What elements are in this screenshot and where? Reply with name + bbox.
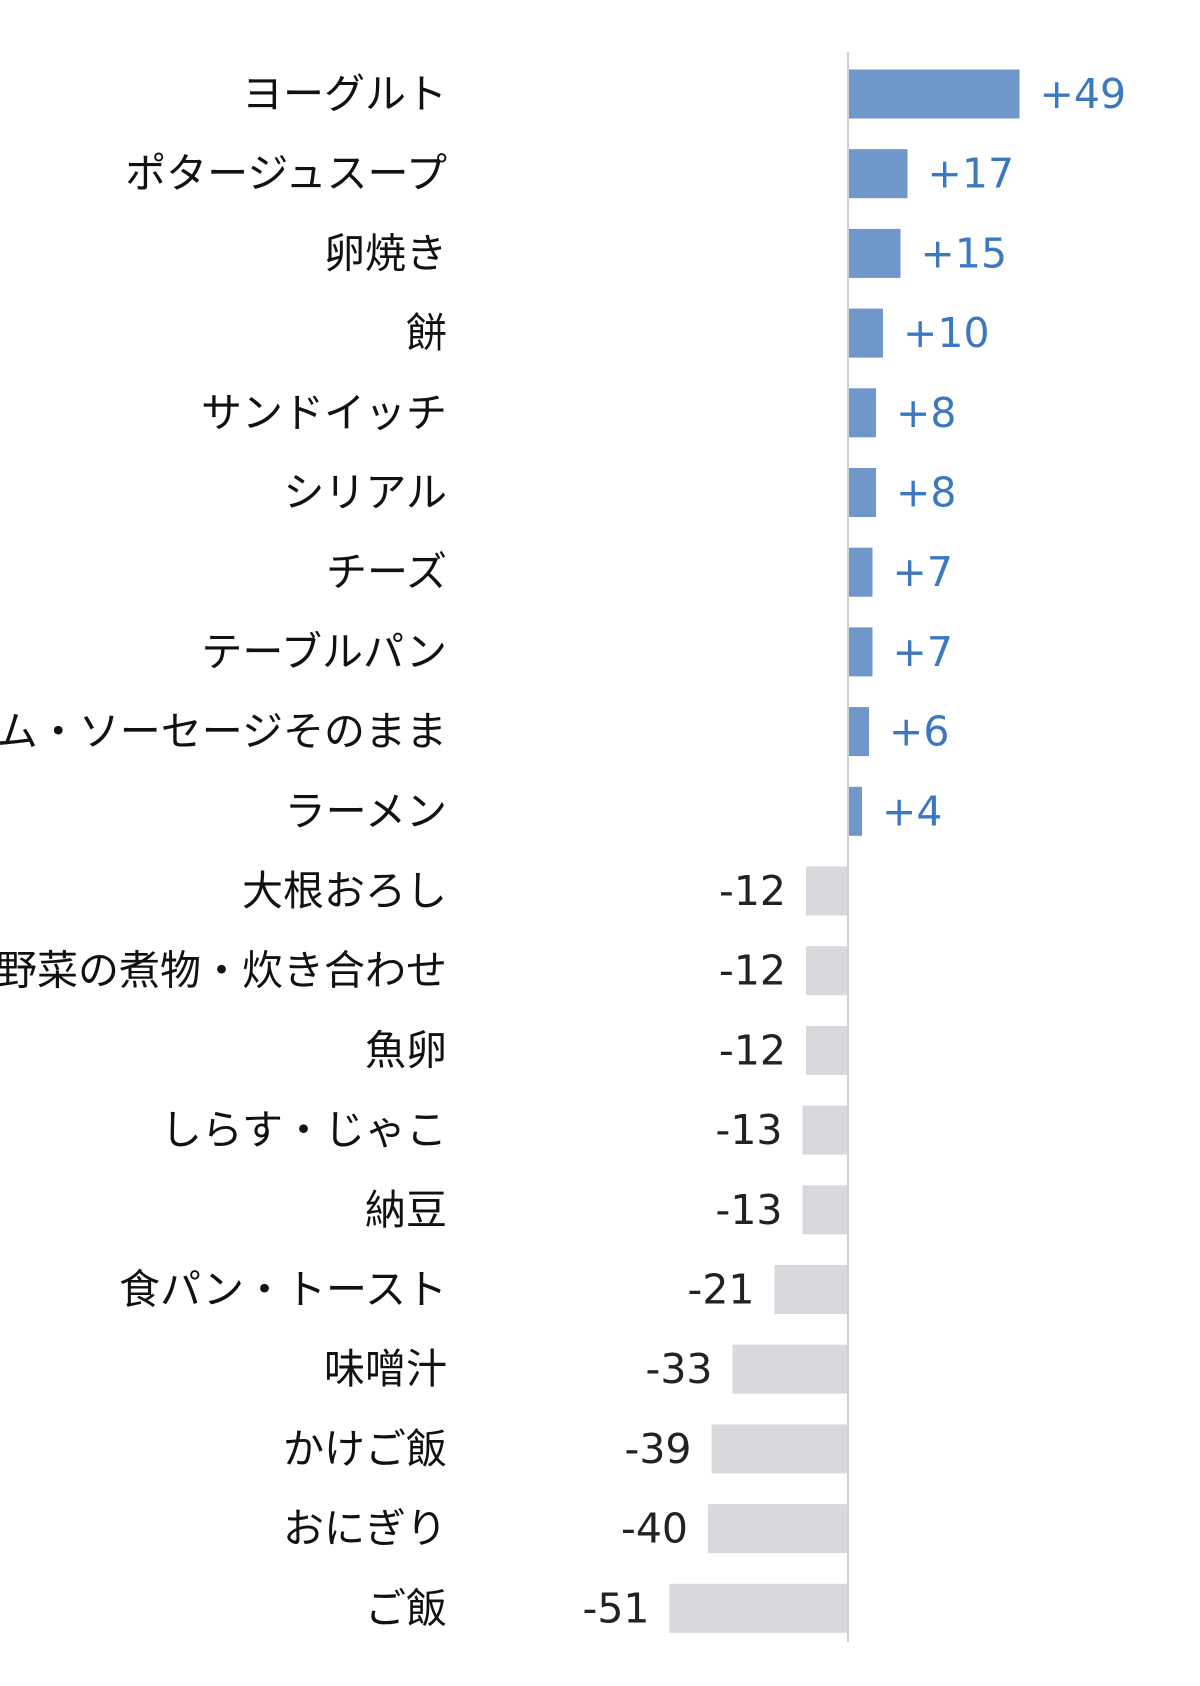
value-label-18: -40 bbox=[621, 1505, 688, 1553]
value-label-19: -51 bbox=[583, 1584, 650, 1632]
value-label-9: +4 bbox=[882, 787, 942, 835]
value-label-16: -33 bbox=[646, 1345, 713, 1393]
bar-13 bbox=[802, 1105, 848, 1155]
value-label-1: +17 bbox=[928, 150, 1015, 198]
bar-6 bbox=[848, 547, 873, 597]
value-label-0: +49 bbox=[1040, 70, 1127, 118]
category-label-10: 大根おろし bbox=[242, 867, 447, 915]
category-label-0: ヨーグルト bbox=[242, 70, 447, 118]
category-label-16: 味噌汁 bbox=[324, 1345, 447, 1393]
bar-5 bbox=[848, 468, 876, 517]
category-label-7: テーブルパン bbox=[201, 628, 447, 676]
value-label-3: +10 bbox=[903, 309, 990, 357]
bar-16 bbox=[732, 1344, 848, 1394]
category-label-6: チーズ bbox=[326, 548, 447, 596]
category-labels-layer: ヨーグルトポタージュスープ卵焼き餅サンドイッチシリアルチーズテーブルパンハム・ソ… bbox=[0, 70, 447, 1632]
bar-2 bbox=[848, 228, 901, 278]
value-label-14: -13 bbox=[716, 1186, 783, 1234]
bar-14 bbox=[802, 1185, 848, 1235]
bar-18 bbox=[708, 1504, 848, 1554]
bar-17 bbox=[711, 1424, 848, 1474]
category-label-2: 卵焼き bbox=[324, 229, 447, 277]
category-label-5: シリアル bbox=[283, 469, 447, 517]
bar-11 bbox=[806, 946, 848, 996]
value-label-8: +6 bbox=[889, 708, 949, 756]
category-label-17: かけご飯 bbox=[283, 1425, 447, 1473]
category-label-18: おにぎり bbox=[283, 1505, 447, 1553]
category-label-14: 納豆 bbox=[365, 1186, 447, 1234]
value-label-2: +15 bbox=[921, 229, 1008, 277]
bars-layer bbox=[669, 69, 1020, 1633]
value-label-17: -39 bbox=[625, 1425, 692, 1473]
category-label-1: ポタージュスープ bbox=[125, 150, 447, 198]
bar-12 bbox=[806, 1025, 848, 1075]
bar-10 bbox=[806, 866, 848, 916]
bar-15 bbox=[774, 1265, 848, 1314]
value-label-15: -21 bbox=[688, 1266, 755, 1314]
bar-9 bbox=[848, 786, 862, 836]
bar-8 bbox=[848, 707, 869, 757]
category-label-13: しらす・じゃこ bbox=[161, 1106, 447, 1154]
bar-0 bbox=[848, 69, 1020, 119]
bar-1 bbox=[848, 149, 908, 199]
value-label-4: +8 bbox=[896, 389, 956, 437]
bar-3 bbox=[848, 308, 883, 358]
category-label-12: 魚卵 bbox=[365, 1026, 447, 1074]
category-label-4: サンドイッチ bbox=[201, 389, 447, 437]
bar-7 bbox=[848, 627, 873, 677]
bar-19 bbox=[669, 1583, 848, 1633]
value-label-13: -13 bbox=[716, 1106, 783, 1154]
value-labels-layer: +49 +17 +15 +10 +8 +8 +7 +7 +6 +4 -12 -12 -12 -13 -13 -… bbox=[583, 70, 1127, 1632]
value-label-6: +7 bbox=[893, 548, 953, 596]
category-label-19: ご飯 bbox=[365, 1584, 447, 1632]
bar-4 bbox=[848, 388, 876, 438]
category-label-3: 餅 bbox=[406, 309, 447, 357]
value-label-12: -12 bbox=[719, 1026, 786, 1074]
value-label-7: +7 bbox=[893, 628, 953, 676]
category-label-8: ハム・ソーセージそのまま bbox=[0, 708, 447, 756]
value-label-5: +8 bbox=[896, 469, 956, 517]
value-label-11: -12 bbox=[719, 947, 786, 995]
category-label-9: ラーメン bbox=[285, 787, 447, 835]
value-label-10: -12 bbox=[719, 867, 786, 915]
category-label-11: 野菜の煮物・炊き合わせ bbox=[0, 947, 447, 995]
category-label-15: 食パン・トースト bbox=[119, 1266, 447, 1314]
